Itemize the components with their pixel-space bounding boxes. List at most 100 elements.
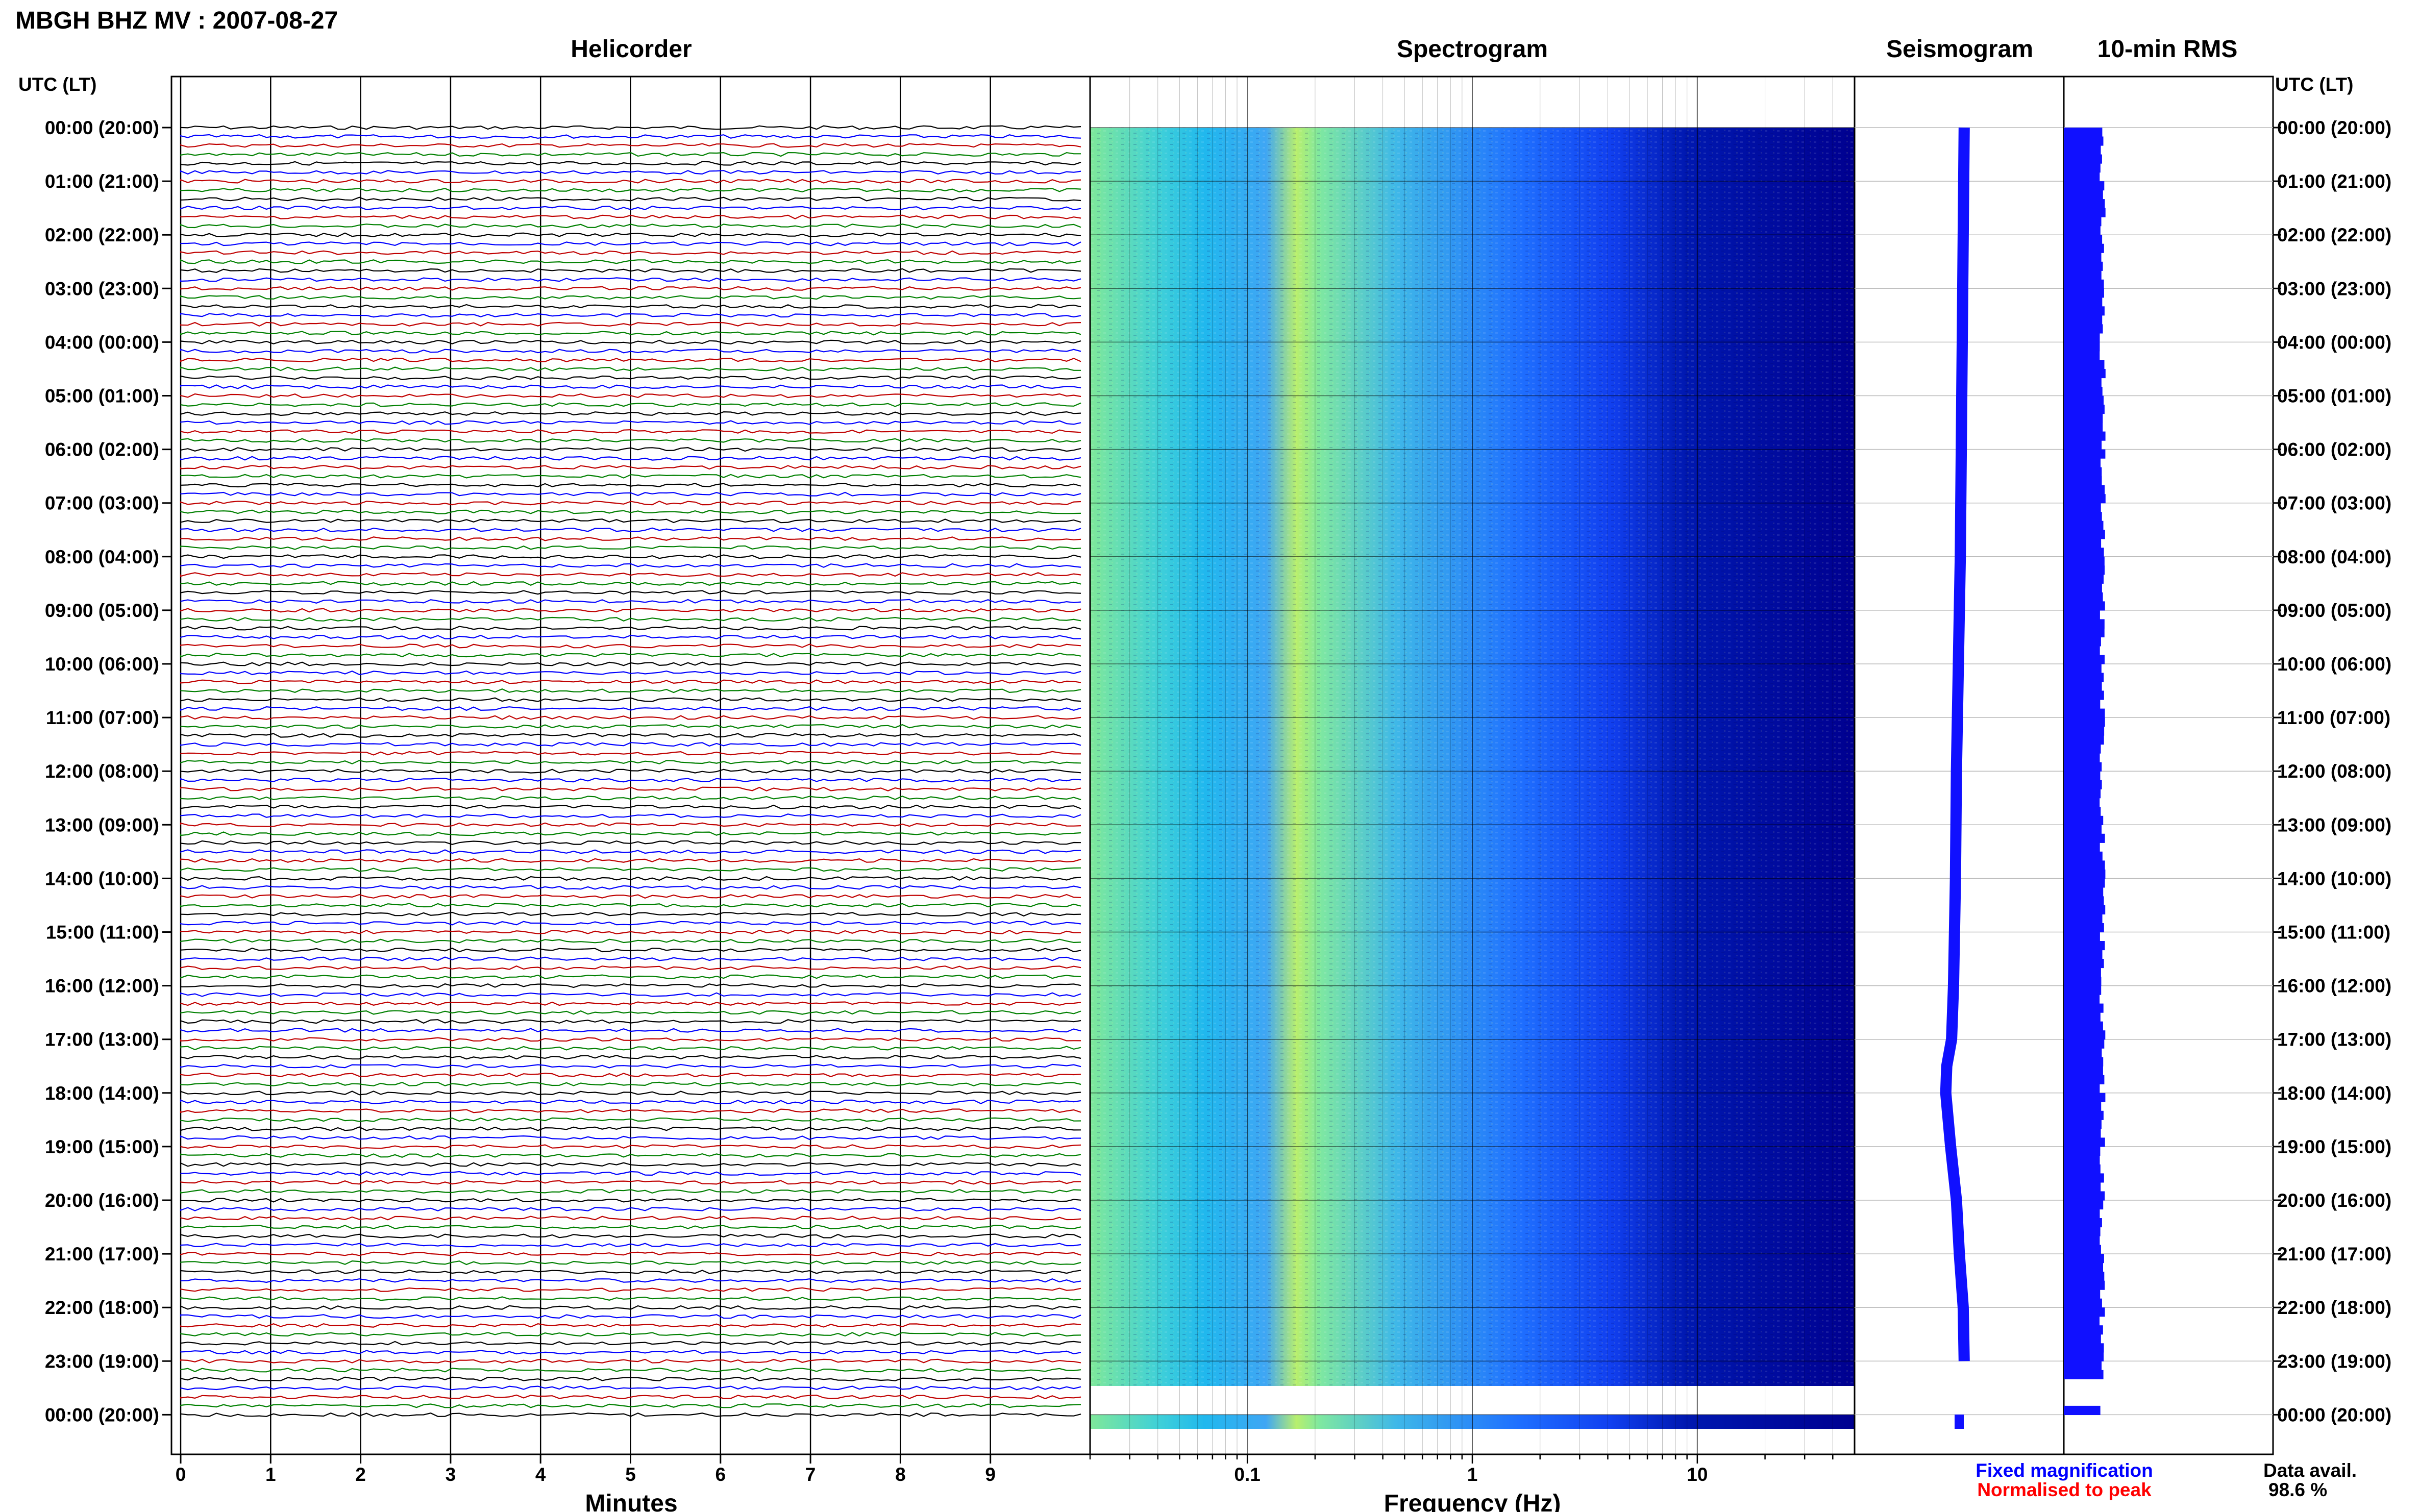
rms-bar (2064, 1128, 2101, 1138)
helicorder-trace (180, 1037, 1081, 1042)
helicorder-trace (180, 474, 1081, 479)
helicorder-trace (180, 349, 1081, 354)
rms-bar (2064, 995, 2100, 1004)
rms-bar (2064, 1218, 2102, 1228)
time-label-right: 09:00 (05:00) (2277, 600, 2391, 621)
time-label-right: 10:00 (06:00) (2277, 654, 2391, 675)
rms-bar (2064, 1012, 2101, 1022)
seismogram-trace (1940, 127, 1970, 1361)
helicorder-trace (180, 840, 1081, 845)
time-label-left: 03:00 (23:00) (45, 278, 159, 299)
helicorder-trace (180, 1412, 1081, 1417)
rms-bar (2064, 1003, 2104, 1013)
rms-bar (2064, 556, 2105, 566)
helicorder-trace (180, 670, 1081, 676)
helicorder-trace (180, 626, 1081, 631)
helicorder-trace (180, 196, 1081, 202)
seismogram-panel (1854, 76, 2065, 1455)
rms-bar (2064, 494, 2106, 504)
time-label-right: 16:00 (12:00) (2277, 976, 2391, 997)
rms-bar (2064, 378, 2102, 387)
helicorder-trace (180, 1287, 1081, 1292)
helicorder-trace (180, 1063, 1081, 1069)
time-label-left: 17:00 (13:00) (45, 1029, 159, 1050)
rms-bar (2064, 726, 2105, 736)
rms-bar (2064, 306, 2105, 316)
rms-bar (2064, 619, 2105, 629)
time-label-right: 02:00 (22:00) (2277, 225, 2391, 245)
rms-bar (2064, 154, 2102, 164)
rms-bar (2064, 342, 2100, 352)
rms-bar (2064, 1361, 2102, 1371)
rms-bar (2064, 279, 2104, 289)
rms-bar (2064, 369, 2106, 379)
helicorder-trace (180, 1001, 1081, 1006)
rms-bar (2064, 297, 2103, 307)
helicorder-trace (180, 1019, 1081, 1024)
rms-bar (2064, 690, 2104, 700)
helicorder-trace (180, 867, 1081, 872)
helicorder-trace (180, 429, 1081, 434)
rms-bar (2064, 655, 2105, 664)
time-label-left: 05:00 (01:00) (45, 386, 159, 407)
time-label-left: 19:00 (15:00) (45, 1136, 159, 1157)
rms-bar (2064, 360, 2105, 369)
helicorder-x-tick-label: 3 (446, 1464, 456, 1485)
rms-bar (2064, 1227, 2101, 1236)
spectrogram-x-ticks: 0.1 1 10 (1089, 1454, 1834, 1485)
data-availability-value: 98.6 % (2268, 1479, 2327, 1500)
time-label-left: 14:00 (10:00) (45, 868, 159, 889)
helicorder-trace (180, 1099, 1081, 1104)
helicorder-trace (180, 858, 1081, 863)
helicorder-trace (180, 679, 1081, 684)
helicorder-trace (180, 321, 1081, 327)
rms-bar (2064, 1146, 2101, 1156)
rms-bar (2064, 1370, 2104, 1379)
rms-bar (2064, 136, 2104, 146)
helicorder-trace (180, 366, 1081, 371)
time-label-left: 22:00 (18:00) (45, 1297, 159, 1318)
rms-bar (2064, 923, 2104, 933)
rms-bar (2064, 1110, 2104, 1120)
helicorder-trace (180, 447, 1081, 452)
rms-bar (2064, 1272, 2105, 1281)
rms-bar (2064, 833, 2105, 843)
helicorder-trace (180, 375, 1081, 381)
rms-bar (2064, 717, 2105, 727)
helicorder-trace (180, 402, 1081, 407)
rms-bar (2064, 1316, 2100, 1326)
helicorder-trace (180, 357, 1081, 363)
rms-bar (2064, 145, 2101, 155)
rms-bar (2064, 467, 2102, 477)
helicorder-trace (180, 250, 1081, 255)
rms-bar (2064, 405, 2105, 414)
helicorder-trace (180, 536, 1081, 541)
time-label-left: 11:00 (07:00) (46, 707, 159, 728)
helicorder-trace (180, 1296, 1081, 1301)
rms-bar (2064, 807, 2101, 816)
rms-bar (2064, 512, 2102, 522)
time-label-left: 02:00 (22:00) (45, 225, 159, 245)
rms-bar (2064, 315, 2103, 325)
helicorder-trace (180, 813, 1081, 819)
rms-bar (2064, 1057, 2104, 1067)
helicorder-trace (180, 1341, 1081, 1346)
helicorder-trace (180, 1260, 1081, 1266)
helicorder-trace (180, 688, 1081, 693)
helicorder-trace (180, 885, 1081, 890)
rms-bar (2064, 869, 2106, 879)
helicorder-trace (180, 384, 1081, 389)
helicorder-trace (180, 224, 1081, 229)
helicorder-trace (180, 1046, 1081, 1051)
rms-bar (2064, 253, 2102, 262)
time-label-left: 13:00 (09:00) (45, 814, 159, 835)
rms-bar (2064, 1209, 2100, 1219)
left-time-labels: 00:00 (20:00) 01:00 (21:00) 02:00 (22:00) 0… (45, 117, 171, 1425)
helicorder-trace (180, 465, 1081, 470)
time-label-left: 04:00 (00:00) (45, 332, 159, 353)
rms-bar (2064, 950, 2103, 959)
helicorder-trace (180, 653, 1081, 658)
helicorder-trace (180, 1028, 1081, 1033)
rms-bar (2064, 1182, 2101, 1192)
rms-bar (2064, 413, 2103, 423)
